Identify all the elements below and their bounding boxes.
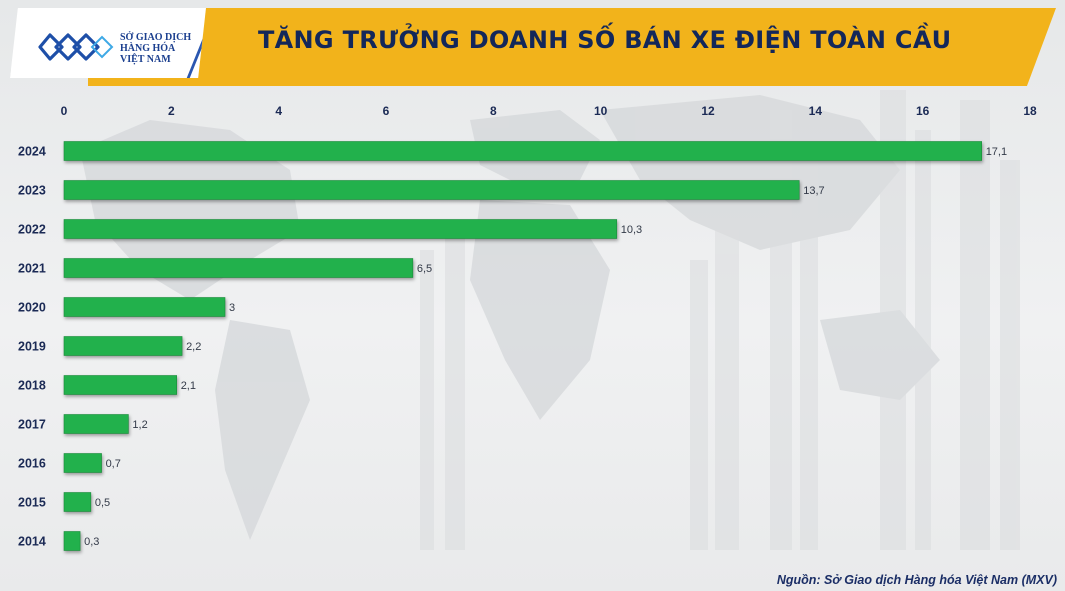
x-tick-label: 4	[275, 104, 282, 118]
data-label: 3	[229, 302, 235, 314]
header-banner	[88, 8, 1056, 86]
y-tick-label: 2014	[18, 535, 46, 549]
data-label: 17,1	[986, 146, 1007, 158]
y-tick-label: 2021	[18, 262, 46, 276]
y-tick-label: 2023	[18, 184, 46, 198]
x-tick-label: 18	[1023, 104, 1037, 118]
data-label: 10,3	[621, 224, 642, 236]
data-label: 0,7	[106, 458, 121, 470]
x-tick-label: 16	[916, 104, 930, 118]
data-label: 6,5	[417, 263, 432, 275]
data-label: 0,3	[84, 536, 99, 548]
bar	[63, 492, 92, 512]
bar	[63, 336, 183, 356]
y-tick-label: 2022	[18, 223, 46, 237]
x-tick-label: 0	[61, 104, 68, 118]
x-tick-label: 6	[383, 104, 390, 118]
x-tick-label: 10	[594, 104, 608, 118]
bar	[63, 258, 414, 278]
y-tick-label: 2019	[18, 340, 46, 354]
bar	[63, 453, 102, 473]
logo-line-3: VIỆT NAM	[120, 54, 171, 65]
bar	[63, 219, 618, 239]
data-label: 13,7	[803, 185, 824, 197]
source-note: Nguồn: Sở Giao dịch Hàng hóa Việt Nam (M…	[776, 573, 1057, 587]
page-title: TĂNG TRƯỞNG DOANH SỐ BÁN XE ĐIỆN TOÀN CẦ…	[258, 26, 952, 54]
logo: SỞ GIAO DỊCH HÀNG HÓA VIỆT NAM	[10, 8, 206, 78]
x-tick-label: 14	[809, 104, 823, 118]
y-tick-label: 2018	[18, 379, 46, 393]
data-label: 2,1	[181, 380, 196, 392]
bar	[63, 141, 983, 161]
bar	[63, 297, 226, 317]
bar	[63, 531, 81, 551]
data-label: 0,5	[95, 497, 110, 509]
logo-line-2: HÀNG HÓA	[120, 43, 176, 54]
x-tick-label: 2	[168, 104, 175, 118]
data-label: 2,2	[186, 341, 201, 353]
y-tick-label: 2024	[18, 145, 46, 159]
logo-line-1: SỞ GIAO DỊCH	[120, 32, 192, 43]
data-label: 1,2	[132, 419, 147, 431]
x-tick-label: 12	[701, 104, 715, 118]
y-tick-label: 2020	[18, 301, 46, 315]
logo-text: SỞ GIAO DỊCH HÀNG HÓA VIỆT NAM	[120, 32, 206, 65]
bar	[63, 414, 129, 434]
logo-mark-icon	[38, 33, 114, 61]
y-tick-label: 2016	[18, 457, 46, 471]
bar	[63, 180, 800, 200]
x-tick-label: 8	[490, 104, 497, 118]
bar	[63, 375, 177, 395]
y-tick-label: 2015	[18, 496, 46, 510]
y-tick-label: 2017	[18, 418, 46, 432]
